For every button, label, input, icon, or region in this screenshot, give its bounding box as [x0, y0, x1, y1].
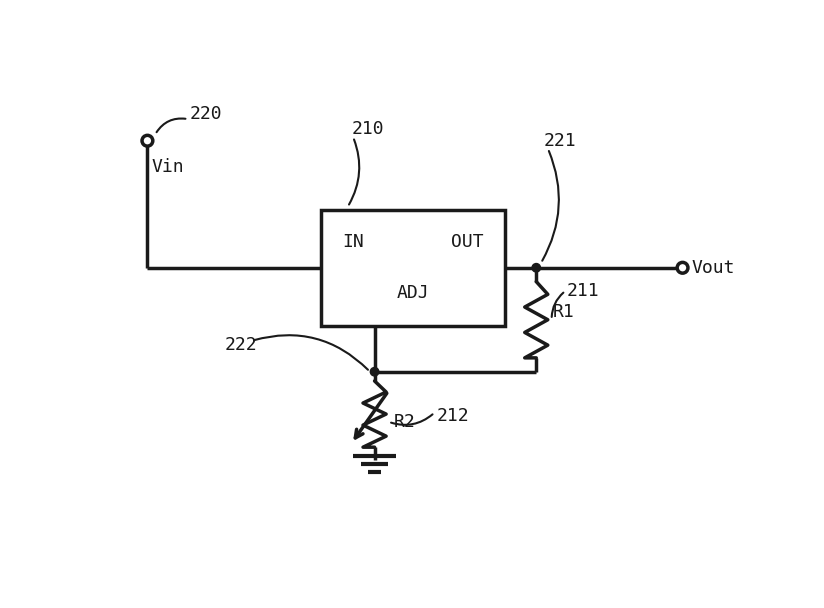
Text: IN: IN — [342, 233, 364, 251]
Text: R1: R1 — [553, 303, 575, 321]
Text: ADJ: ADJ — [396, 284, 429, 302]
Text: 212: 212 — [436, 407, 469, 426]
Text: 210: 210 — [352, 120, 384, 138]
Text: 220: 220 — [190, 105, 222, 123]
Circle shape — [370, 367, 379, 376]
Text: 221: 221 — [544, 132, 577, 150]
Text: Vout: Vout — [692, 259, 735, 277]
Text: OUT: OUT — [452, 233, 484, 251]
Text: 222: 222 — [224, 336, 257, 354]
Text: Vin: Vin — [152, 157, 184, 176]
Bar — [321, 210, 505, 325]
Text: R2: R2 — [394, 413, 415, 431]
Circle shape — [532, 263, 541, 272]
Text: 211: 211 — [567, 282, 600, 300]
